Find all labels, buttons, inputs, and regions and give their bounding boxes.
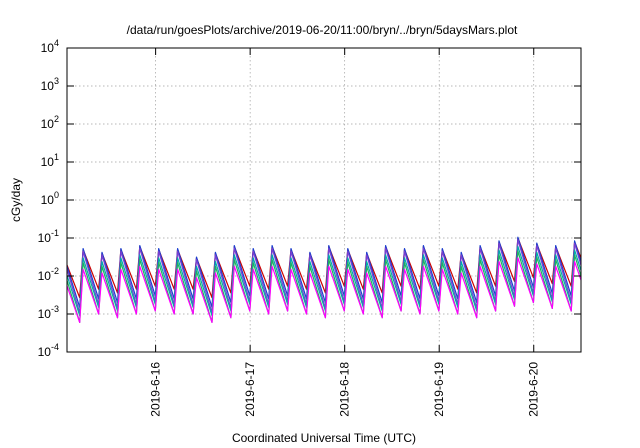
x-tick-label: 2019-6-18 xyxy=(338,362,352,417)
y-tick-label: 101 xyxy=(41,152,59,169)
y-tick-label: 10-3 xyxy=(38,304,59,321)
x-axis-label: Coordinated Universal Time (UTC) xyxy=(232,431,416,445)
chart-title: /data/run/goesPlots/archive/2019-06-20/1… xyxy=(127,23,518,37)
series-line xyxy=(67,236,581,308)
x-tick-labels: 2019-6-16 2019-6-17 2019-6-18 2019-6-19 2019… xyxy=(149,362,541,417)
y-tick-labels: 10-4 10-3 10-2 10-1 100 101 102 103 104 xyxy=(38,38,59,359)
series-line xyxy=(67,239,581,314)
x-tick-label: 2019-6-20 xyxy=(527,362,541,417)
series-group xyxy=(67,236,581,323)
axis-ticks xyxy=(67,47,581,353)
y-tick-label: 10-2 xyxy=(38,266,59,283)
y-tick-label: 104 xyxy=(41,38,59,55)
x-tick-label: 2019-6-16 xyxy=(149,362,163,417)
y-tick-label: 10-1 xyxy=(38,228,59,245)
y-axis-label: cGy/day xyxy=(9,178,23,222)
x-tick-label: 2019-6-19 xyxy=(432,362,446,417)
x-tick-label: 2019-6-17 xyxy=(243,362,257,417)
y-tick-label: 102 xyxy=(41,114,59,131)
series-line xyxy=(67,257,581,323)
y-tick-label: 100 xyxy=(41,190,59,207)
y-tick-label: 103 xyxy=(41,76,59,93)
y-tick-label: 10-4 xyxy=(38,342,59,359)
series-line xyxy=(67,245,581,317)
